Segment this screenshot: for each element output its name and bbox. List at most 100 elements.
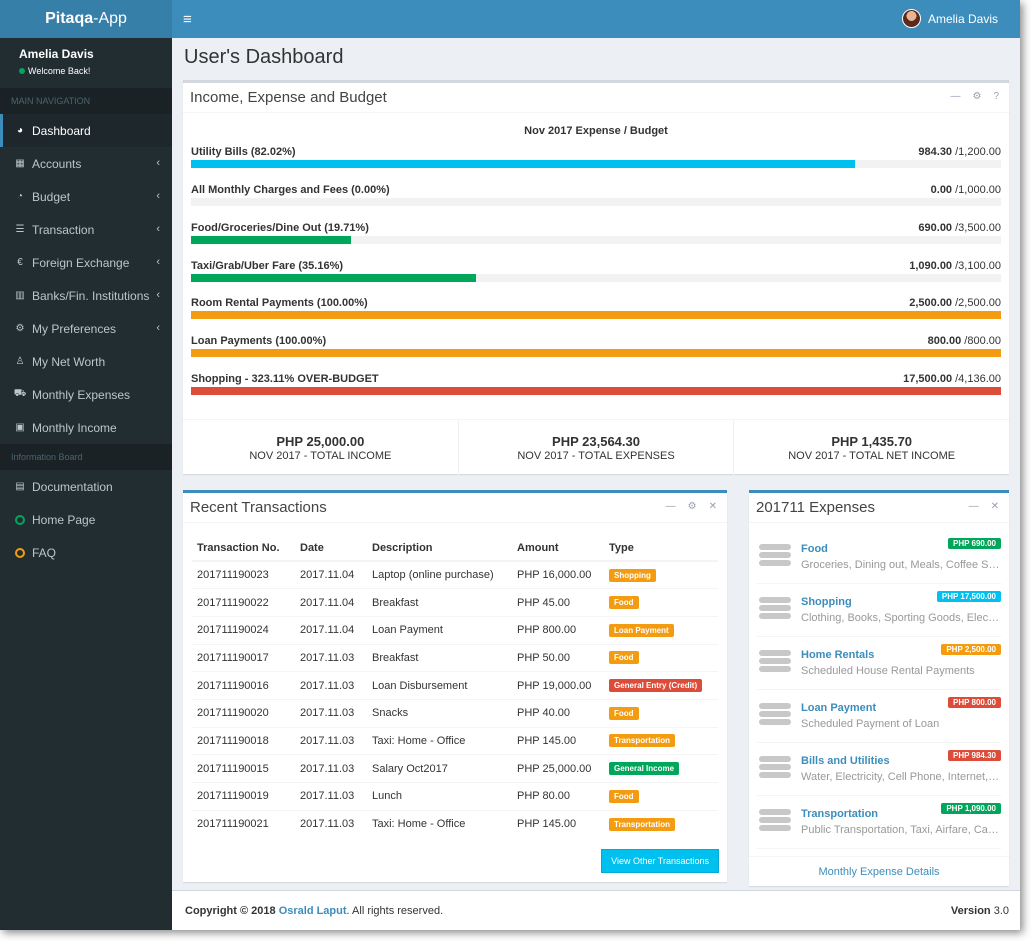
collapse-icon[interactable]: — xyxy=(968,501,979,512)
budget-amount: 0.00 /1,000.00 xyxy=(931,184,1001,196)
sidebar-item-home-page[interactable]: Home Page xyxy=(0,503,172,536)
cell-type: General Income xyxy=(604,754,718,783)
cell-amount: PHP 145.00 xyxy=(512,809,604,838)
table-row[interactable]: 201711190017 2017.11.03 Breakfast PHP 50.00… xyxy=(192,643,718,672)
stack-layer xyxy=(759,817,791,823)
pie-chart-icon: ◔ xyxy=(16,191,24,202)
stack-layer xyxy=(759,560,791,566)
sidebar-item-my-preferences[interactable]: ⚙ My Preferences ‹ xyxy=(0,312,172,345)
budget-progress-labels: Taxi/Grab/Uber Fare (35.16%) 1,090.00 /3,… xyxy=(191,260,1001,272)
table-row[interactable]: 201711190024 2017.11.04 Loan Payment PHP 80… xyxy=(192,615,718,645)
logo-rest-text: -App xyxy=(93,10,127,27)
cell-no: 201711190022 xyxy=(192,588,295,617)
sidebar-item-label: My Preferences xyxy=(32,321,117,336)
spent-amount: 17,500.00 xyxy=(903,373,953,385)
cell-type: Food xyxy=(604,588,718,617)
sidebar-item-dashboard[interactable]: ◕ Dashboard xyxy=(0,114,172,147)
information-board-header: Information Board xyxy=(0,444,172,470)
table-row[interactable]: 201711190015 2017.11.03 Salary Oct2017 PHP … xyxy=(192,754,718,783)
budget-box-header: Income, Expense and Budget — ⚙ ? xyxy=(183,83,1009,113)
sidebar-toggle-icon[interactable]: ≡ xyxy=(183,10,192,28)
sidebar-item-label: Monthly Expenses xyxy=(32,387,131,402)
gear-icon[interactable]: ⚙ xyxy=(687,501,697,512)
stack-layer xyxy=(759,666,791,672)
list-item[interactable]: Home Rentals Scheduled House Rental Payme… xyxy=(757,637,1001,690)
expense-category-link[interactable]: Loan Payment xyxy=(801,702,877,714)
stack-layer xyxy=(759,711,791,717)
sidebar-item-label: Home Page xyxy=(32,512,96,527)
view-other-transactions-button[interactable]: View Other Transactions xyxy=(601,849,719,873)
sidebar-item-faq[interactable]: FAQ xyxy=(0,536,172,569)
cell-no: 201711190019 xyxy=(192,782,295,811)
author-link[interactable]: Osrald Laput xyxy=(278,904,347,917)
budget-category-label: Food/Groceries/Dine Out (19.71%) xyxy=(191,222,369,234)
list-item[interactable]: Food Groceries, Dining out, Meals, Coffee… xyxy=(757,531,1001,584)
sidebar-item-my-net-worth[interactable]: ♙ My Net Worth xyxy=(0,345,172,378)
list-item[interactable]: Loan Payment Scheduled Payment of Loan PHP… xyxy=(757,690,1001,743)
table-row[interactable]: 201711190023 2017.11.04 Laptop (online pur… xyxy=(192,560,718,589)
budget-progress-labels: All Monthly Charges and Fees (0.00%) 0.00… xyxy=(191,184,1001,196)
stack-layer xyxy=(759,650,791,656)
cell-amount: PHP 25,000.00 xyxy=(512,754,604,783)
logo-bold-text: Pitaqa xyxy=(45,10,94,27)
sidebar-item-documentation[interactable]: ▤ Documentation xyxy=(0,470,172,503)
user-menu[interactable]: Amelia Davis xyxy=(901,9,998,28)
sidebar: Pitaqa -App Amelia Davis Welcome Back! MA… xyxy=(0,0,172,930)
list-item[interactable]: Shopping Clothing, Books, Sporting Goods,… xyxy=(757,584,1001,637)
table-row[interactable]: 201711190019 2017.11.03 Lunch PHP 80.00 Food xyxy=(192,782,718,811)
sidebar-item-foreign-exchange[interactable]: € Foreign Exchange ‹ xyxy=(0,246,172,279)
table-row[interactable]: 201711190021 2017.11.03 Taxi: Home - Offic… xyxy=(192,809,718,838)
stack-layer xyxy=(759,613,791,619)
chevron-left-icon: ‹ xyxy=(156,322,160,334)
budget-limit: /3,100.00 xyxy=(952,260,1001,272)
expense-category-link[interactable]: Food xyxy=(801,543,828,555)
cell-amount: PHP 19,000.00 xyxy=(512,671,604,700)
cell-date: 2017.11.04 xyxy=(295,615,367,645)
cell-desc: Lunch xyxy=(367,782,512,811)
sidebar-item-accounts[interactable]: ▦ Accounts ‹ xyxy=(0,147,172,180)
table-row[interactable]: 201711190016 2017.11.03 Loan Disbursement P… xyxy=(192,671,718,700)
stack-layer xyxy=(759,756,791,762)
chevron-left-icon: ‹ xyxy=(156,157,160,169)
total-summary: PHP 25,000.00 NOV 2017 - TOTAL INCOME xyxy=(183,420,459,475)
expense-category-link[interactable]: Bills and Utilities xyxy=(801,755,890,767)
recent-transactions-box: Recent Transactions — ⚙ ✕ Transaction No… xyxy=(183,490,727,882)
total-value: PHP 1,435.70 xyxy=(831,434,913,449)
expense-amount-badge: PHP 17,500.00 xyxy=(936,591,1001,602)
sidebar-item-budget[interactable]: ◔ Budget ‹ xyxy=(0,180,172,213)
type-badge: Food xyxy=(609,596,639,610)
version-number: 3.0 xyxy=(993,904,1009,917)
expense-description: Public Transportation, Taxi, Airfare, Ca… xyxy=(801,824,1001,836)
list-item[interactable]: Transportation Public Transportation, Tax… xyxy=(757,796,1001,849)
page-footer: Copyright © 2018 Osrald Laput. All right… xyxy=(172,890,1020,930)
expense-category-link[interactable]: Home Rentals xyxy=(801,649,875,661)
close-icon[interactable]: ✕ xyxy=(990,501,999,512)
monthly-expense-details-link[interactable]: Monthly Expense Details xyxy=(749,856,1009,886)
gear-icon[interactable]: ⚙ xyxy=(972,91,982,102)
expense-category-link[interactable]: Shopping xyxy=(801,596,852,608)
close-icon[interactable]: ✕ xyxy=(708,501,717,512)
app-logo[interactable]: Pitaqa -App xyxy=(0,0,172,38)
sidebar-item-monthly-income[interactable]: ▣ Monthly Income xyxy=(0,411,172,444)
cell-amount: PHP 80.00 xyxy=(512,782,604,811)
sidebar-item-transaction[interactable]: ☰ Transaction ‹ xyxy=(0,213,172,246)
help-icon[interactable]: ? xyxy=(993,91,999,102)
collapse-icon[interactable]: — xyxy=(665,501,676,512)
expense-category-link[interactable]: Transportation xyxy=(801,808,879,820)
sidebar-item-banks-fin-institutions[interactable]: ▥ Banks/Fin. Institutions ‹ xyxy=(0,279,172,312)
list-item[interactable]: Bills and Utilities Water, Electricity, C… xyxy=(757,743,1001,796)
table-row[interactable]: 201711190020 2017.11.03 Snacks PHP 40.00 Foo… xyxy=(192,698,718,728)
cell-no: 201711190016 xyxy=(192,671,295,700)
progress-bar-track xyxy=(191,160,1001,168)
main-navigation: ◕ Dashboard ▦ Accounts ‹ ◔ Budget ‹ ☰ Transaction… xyxy=(0,114,172,444)
progress-bar-fill xyxy=(191,160,856,168)
expense-amount-badge: PHP 800.00 xyxy=(948,697,1001,708)
budget-limit: /800.00 xyxy=(961,335,1001,347)
collapse-icon[interactable]: — xyxy=(950,91,961,102)
table-row[interactable]: 201711190018 2017.11.03 Taxi: Home - Offic… xyxy=(192,726,718,755)
cell-type: Loan Payment xyxy=(604,615,718,645)
book-icon: ▤ xyxy=(15,481,25,492)
circle-shape xyxy=(15,514,25,525)
sidebar-item-monthly-expenses[interactable]: ⛟ Monthly Expenses xyxy=(0,378,172,411)
table-row[interactable]: 201711190022 2017.11.04 Breakfast PHP 45.00… xyxy=(192,588,718,617)
